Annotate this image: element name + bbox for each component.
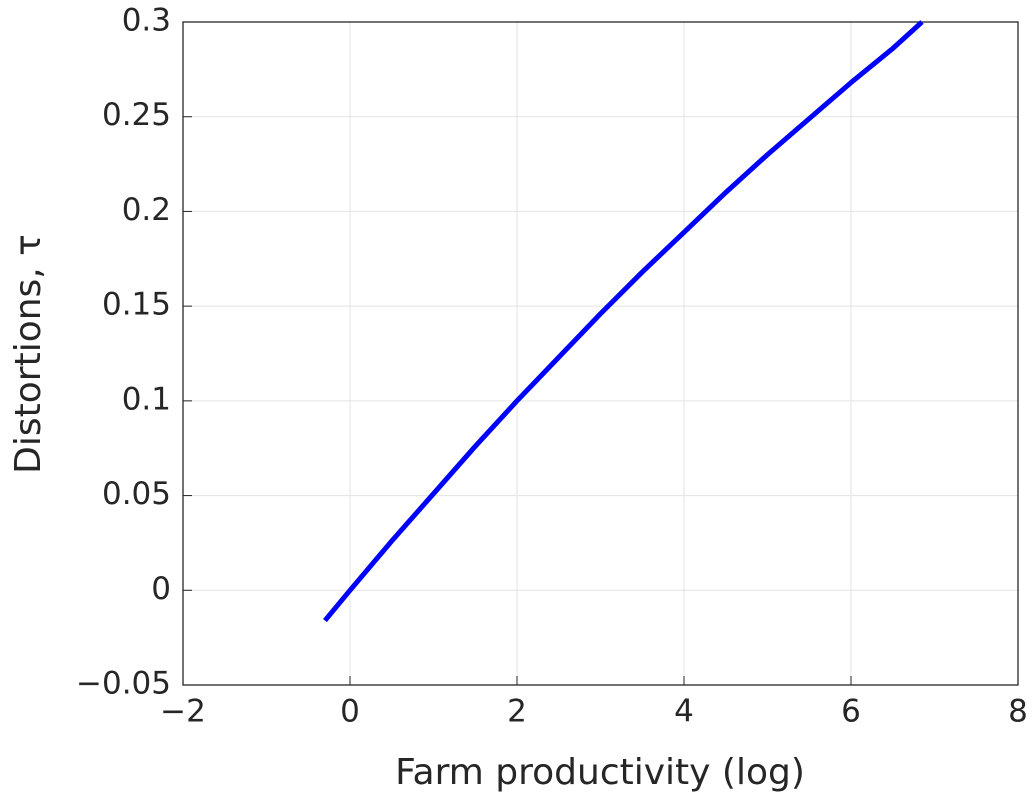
y-tick-label: 0.15 [102, 287, 171, 323]
x-tick-label: 0 [340, 694, 360, 730]
y-tick-label: 0.25 [102, 97, 171, 133]
y-tick-label: 0.3 [122, 3, 171, 39]
data-line [323, 20, 924, 623]
x-tick-label: −2 [160, 694, 206, 730]
x-tick-label: 4 [674, 694, 694, 730]
y-tick-label: 0 [151, 571, 171, 607]
y-tick-label: 0.05 [102, 476, 171, 512]
x-axis-label: Farm productivity (log) [395, 752, 805, 793]
y-axis-label: Distortions, τ [8, 234, 49, 474]
y-tick-label: 0.1 [122, 381, 171, 417]
y-tick-label: 0.2 [122, 192, 171, 228]
y-tick-label: −0.05 [76, 666, 171, 702]
plot-frame [182, 21, 1019, 686]
x-tick-label: 8 [1008, 694, 1028, 730]
x-tick-label: 2 [507, 694, 527, 730]
x-tick-label: 6 [841, 694, 861, 730]
